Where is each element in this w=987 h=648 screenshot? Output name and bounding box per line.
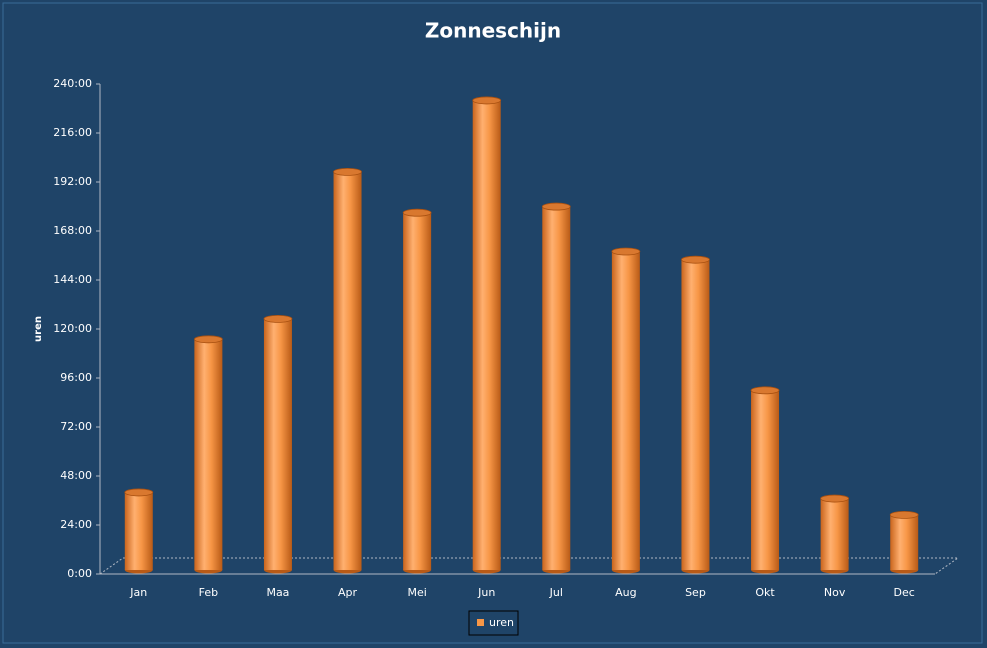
x-tick-label: Jun xyxy=(477,586,495,599)
x-tick-label: Dec xyxy=(894,586,915,599)
bar-top xyxy=(333,167,362,176)
x-tick-label: Apr xyxy=(338,586,358,599)
y-tick-label: 96:00 xyxy=(60,371,92,384)
bar-top xyxy=(541,202,571,211)
y-tick-label: 24:00 xyxy=(60,518,92,531)
bar xyxy=(611,251,640,570)
bar-top xyxy=(402,208,432,217)
bar-top xyxy=(193,335,223,344)
bar-top xyxy=(263,314,293,323)
y-tick-label: 192:00 xyxy=(53,175,92,188)
bar xyxy=(820,498,849,570)
bar xyxy=(751,390,780,570)
bar xyxy=(263,318,292,570)
y-axis-label: uren xyxy=(33,316,44,342)
legend-label: uren xyxy=(489,616,514,629)
y-tick-label: 168:00 xyxy=(53,224,92,237)
y-tick-label: 120:00 xyxy=(53,322,92,335)
bar-top xyxy=(124,488,154,497)
y-tick-label: 72:00 xyxy=(60,420,92,433)
y-tick-label: 144:00 xyxy=(53,273,92,286)
bar xyxy=(472,100,501,571)
bar xyxy=(542,206,571,571)
x-tick-label: Aug xyxy=(615,586,636,599)
y-tick-label: 216:00 xyxy=(53,126,92,139)
x-tick-label: Maa xyxy=(266,586,289,599)
legend xyxy=(468,610,519,636)
x-tick-label: Jul xyxy=(549,586,563,599)
legend-swatch xyxy=(477,619,484,626)
bar xyxy=(333,171,362,570)
x-tick-label: Mei xyxy=(407,586,426,599)
bar-top xyxy=(750,386,780,395)
bar-top xyxy=(472,96,502,105)
bar xyxy=(403,212,432,571)
chart-title: Zonneschijn xyxy=(425,19,561,43)
bar xyxy=(194,339,223,570)
bar xyxy=(124,492,153,570)
y-tick-label: 240:00 xyxy=(53,77,92,90)
x-tick-label: Feb xyxy=(199,586,218,599)
x-tick-label: Okt xyxy=(755,586,775,599)
bar-top xyxy=(681,255,710,264)
x-tick-label: Sep xyxy=(685,586,706,599)
bar-top xyxy=(889,510,919,519)
bar-top xyxy=(611,247,641,256)
bar-top xyxy=(820,494,850,503)
bar xyxy=(681,259,710,570)
x-tick-label: Nov xyxy=(824,586,846,599)
y-tick-label: 48:00 xyxy=(60,469,92,482)
bar xyxy=(890,514,919,570)
y-tick-label: 0:00 xyxy=(67,567,92,580)
x-tick-label: Jan xyxy=(129,586,147,599)
